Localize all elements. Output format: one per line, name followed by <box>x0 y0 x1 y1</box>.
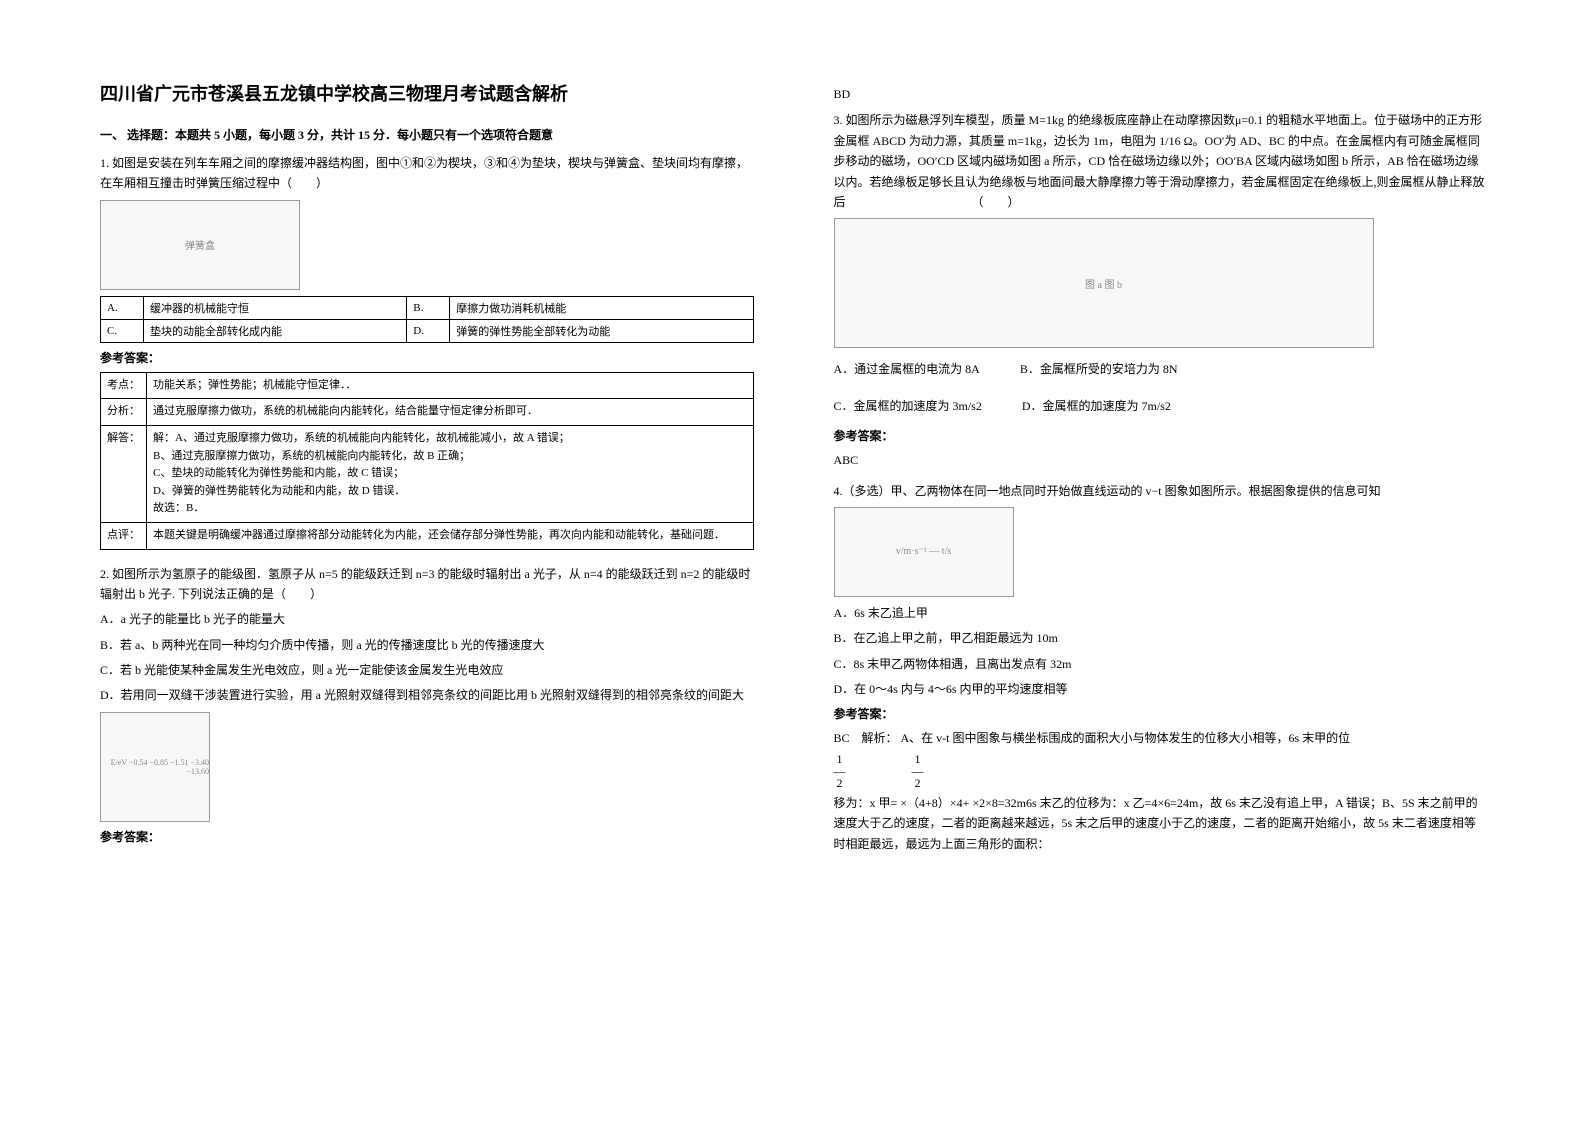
q4-fraction-row: 1 — 2 1 — 2 <box>834 753 1488 789</box>
fraction-half: 1 — 2 <box>834 753 846 789</box>
q4-opt-d: D．在 0～4s 内与 4～6s 内甲的平均速度相等 <box>834 679 1488 699</box>
opt-text: 弹簧的弹性势能全部转化为动能 <box>450 319 753 342</box>
q2-answer: BD <box>834 84 1488 104</box>
row-value: 本题关键是明确缓冲器通过摩擦将部分动能转化为内能，还会储存部分弹性势能，再次向内… <box>147 522 754 549</box>
explain-line: B、通过克服摩擦力做功，系统的机械能向内能转化，故 B 正确； <box>153 448 747 466</box>
row-label: 解答： <box>101 425 147 522</box>
q2-opt-c: C．若 b 光能使某种金属发生光电效应，则 a 光一定能使该金属发生光电效应 <box>100 660 754 680</box>
opt-cell: C. <box>101 319 144 342</box>
q2-opt-b: B．若 a、b 两种光在同一种均匀介质中传播，则 a 光的传播速度比 b 光的传… <box>100 635 754 655</box>
row-label: 分析： <box>101 399 147 426</box>
q3-stem: 3. 如图所示为磁悬浮列车模型，质量 M=1kg 的绝缘板底座静止在动摩擦因数μ… <box>834 110 1488 212</box>
q2-opt-a: A．a 光子的能量比 b 光子的能量大 <box>100 609 754 629</box>
table-row: C. 垫块的动能全部转化成内能 D. 弹簧的弹性势能全部转化为动能 <box>101 319 754 342</box>
q3-opt-b: B．金属框所受的安培力为 8N <box>1020 359 1178 379</box>
q3-opt-a: A．通过金属框的电流为 8A <box>834 359 980 379</box>
q1-stem: 1. 如图是安装在列车车厢之间的摩擦缓冲器结构图，图中①和②为楔块，③和④为垫块… <box>100 153 754 194</box>
q4-opt-c: C．8s 末甲乙两物体相遇，且离出发点有 32m <box>834 654 1488 674</box>
table-row: 解答： 解：A、通过克服摩擦力做功，系统的机械能向内能转化，故机械能减小，故 A… <box>101 425 754 522</box>
opt-cell: D. <box>407 319 450 342</box>
row-value: 解：A、通过克服摩擦力做功，系统的机械能向内能转化，故机械能减小，故 A 错误；… <box>147 425 754 522</box>
right-column: BD 3. 如图所示为磁悬浮列车模型，质量 M=1kg 的绝缘板底座静止在动摩擦… <box>794 0 1587 1122</box>
row-value: 通过克服摩擦力做功，系统的机械能向内能转化，结合能量守恒定律分析即可． <box>147 399 754 426</box>
q4-figure: v/m·s⁻¹ — t/s <box>834 507 1014 597</box>
q3-figure: 图 a 图 b <box>834 218 1374 348</box>
q1-figure: 弹簧盒 <box>100 200 300 290</box>
answer-label: 参考答案： <box>100 349 754 366</box>
q2-stem: 2. 如图所示为氢原子的能级图．氢原子从 n=5 的能级跃迁到 n=3 的能级时… <box>100 564 754 605</box>
table-row: 分析： 通过克服摩擦力做功，系统的机械能向内能转化，结合能量守恒定律分析即可． <box>101 399 754 426</box>
table-row: A. 缓冲器的机械能守恒 B. 摩擦力做功消耗机械能 <box>101 296 754 319</box>
q1-figure-label: 弹簧盒 <box>185 237 215 252</box>
opt-text: 摩擦力做功消耗机械能 <box>450 296 753 319</box>
q4-explain1: BC 解析： A、在 v-t 图中图象与横坐标围成的面积大小与物体发生的位移大小… <box>834 728 1488 748</box>
row-label: 点评： <box>101 522 147 549</box>
answer-label: 参考答案： <box>100 828 754 845</box>
table-row: 考点： 功能关系；弹性势能；机械能守恒定律．． <box>101 372 754 399</box>
q2-figure: E/eV −0.54 −0.85 −1.51 −3.40 −13.60 <box>100 712 210 822</box>
q4-stem: 4.（多选）甲、乙两物体在同一地点同时开始做直线运动的 v−t 图象如图所示。根… <box>834 481 1488 501</box>
q3-answer: ABC <box>834 450 1488 470</box>
q3-opt-c: C．金属框的加速度为 3m/s2 <box>834 396 982 416</box>
row-value: 功能关系；弹性势能；机械能守恒定律．． <box>147 372 754 399</box>
page-title: 四川省广元市苍溪县五龙镇中学校高三物理月考试题含解析 <box>100 80 754 106</box>
q4-opt-a: A．6s 末乙追上甲 <box>834 603 1488 623</box>
explain-line: 解：A、通过克服摩擦力做功，系统的机械能向内能转化，故机械能减小，故 A 错误； <box>153 430 747 448</box>
explain-line: D、弹簧的弹性势能转化为动能和内能，故 D 错误． <box>153 483 747 501</box>
q3-opts-row1: A．通过金属框的电流为 8A B．金属框所受的安培力为 8N <box>834 354 1488 384</box>
answer-label: 参考答案： <box>834 427 1488 444</box>
opt-cell: A. <box>101 296 144 319</box>
row-label: 考点： <box>101 372 147 399</box>
q4-explain2: 移为：x 甲= ×（4+8）×4+ ×2×8=32m6s 末乙的位移为：x 乙=… <box>834 793 1488 854</box>
q3-figure-label: 图 a 图 b <box>1085 276 1122 291</box>
q1-explain-table: 考点： 功能关系；弹性势能；机械能守恒定律．． 分析： 通过克服摩擦力做功，系统… <box>100 372 754 550</box>
q3-opt-d: D．金属框的加速度为 7m/s2 <box>1022 396 1171 416</box>
q4-opt-b: B．在乙追上甲之前，甲乙相距最远为 10m <box>834 628 1488 648</box>
fraction-half: 1 — 2 <box>912 753 924 789</box>
q2-figure-label: E/eV −0.54 −0.85 −1.51 −3.40 −13.60 <box>101 758 209 776</box>
section-header: 一、 选择题：本题共 5 小题，每小题 3 分，共计 15 分．每小题只有一个选… <box>100 126 754 143</box>
table-row: 点评： 本题关键是明确缓冲器通过摩擦将部分动能转化为内能，还会储存部分弹性势能，… <box>101 522 754 549</box>
left-column: 四川省广元市苍溪县五龙镇中学校高三物理月考试题含解析 一、 选择题：本题共 5 … <box>0 0 794 1122</box>
explain-line: C、垫块的动能转化为弹性势能和内能，故 C 错误； <box>153 465 747 483</box>
opt-cell: B. <box>407 296 450 319</box>
answer-label: 参考答案： <box>834 705 1488 722</box>
opt-text: 缓冲器的机械能守恒 <box>144 296 407 319</box>
q3-opts-row2: C．金属框的加速度为 3m/s2 D．金属框的加速度为 7m/s2 <box>834 391 1488 421</box>
explain-line: 故选：B． <box>153 500 747 518</box>
q1-options-table: A. 缓冲器的机械能守恒 B. 摩擦力做功消耗机械能 C. 垫块的动能全部转化成… <box>100 296 754 343</box>
opt-text: 垫块的动能全部转化成内能 <box>144 319 407 342</box>
q2-opt-d: D．若用同一双缝干涉装置进行实验，用 a 光照射双缝得到相邻亮条纹的间距比用 b… <box>100 685 754 705</box>
